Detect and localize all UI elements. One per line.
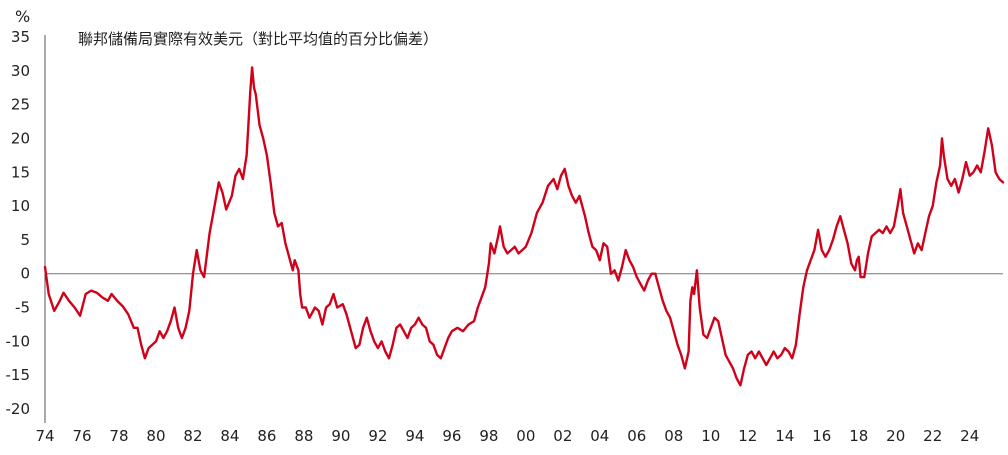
x-tick-label: 20 [886,427,905,445]
x-tick-label: 76 [72,427,91,445]
y-tick-label: -15 [6,366,31,384]
y-axis-unit-label: % [15,7,30,26]
x-axis-ticks: 74 76 78 80 82 84 86 88 90 92 94 96 98 00 02 04 06 08 10 12… [35,427,979,445]
y-tick-label: -10 [6,332,31,350]
y-tick-label: 30 [11,62,30,80]
x-tick-label: 02 [553,427,572,445]
x-tick-label: 24 [960,427,979,445]
x-tick-label: 08 [664,427,683,445]
y-tick-label: 0 [20,265,30,283]
x-tick-label: 96 [442,427,461,445]
x-tick-label: 80 [146,427,165,445]
y-tick-label: 20 [11,129,30,147]
x-tick-label: 04 [590,427,609,445]
x-tick-label: 22 [923,427,942,445]
x-tick-label: 12 [738,427,757,445]
x-tick-label: 06 [627,427,646,445]
y-tick-label: -5 [15,299,30,317]
x-tick-label: 92 [368,427,387,445]
x-tick-label: 78 [109,427,128,445]
y-tick-label: 10 [11,197,30,215]
series-line [43,66,1005,387]
y-tick-label: 25 [11,96,30,114]
x-tick-label: 16 [812,427,831,445]
x-tick-label: 18 [849,427,868,445]
x-tick-label: 10 [701,427,720,445]
y-tick-label: 35 [11,28,30,46]
x-tick-label: 00 [516,427,535,445]
y-tick-label: 15 [11,163,30,181]
chart-title: 聯邦儲備局實際有效美元（對比平均值的百分比偏差） [78,30,438,48]
x-tick-label: 94 [405,427,424,445]
y-tick-label: -20 [6,400,31,418]
x-tick-label: 84 [220,427,239,445]
x-tick-label: 86 [257,427,276,445]
y-axis-ticks: 35 30 25 20 15 10 5 0 -5 -10 -15 -20 [6,28,31,418]
x-tick-label: 98 [479,427,498,445]
y-tick-label: 5 [20,231,30,249]
x-tick-label: 82 [183,427,202,445]
x-tick-label: 90 [331,427,350,445]
x-tick-label: 74 [35,427,54,445]
x-tick-label: 14 [775,427,794,445]
x-tick-label: 88 [294,427,313,445]
